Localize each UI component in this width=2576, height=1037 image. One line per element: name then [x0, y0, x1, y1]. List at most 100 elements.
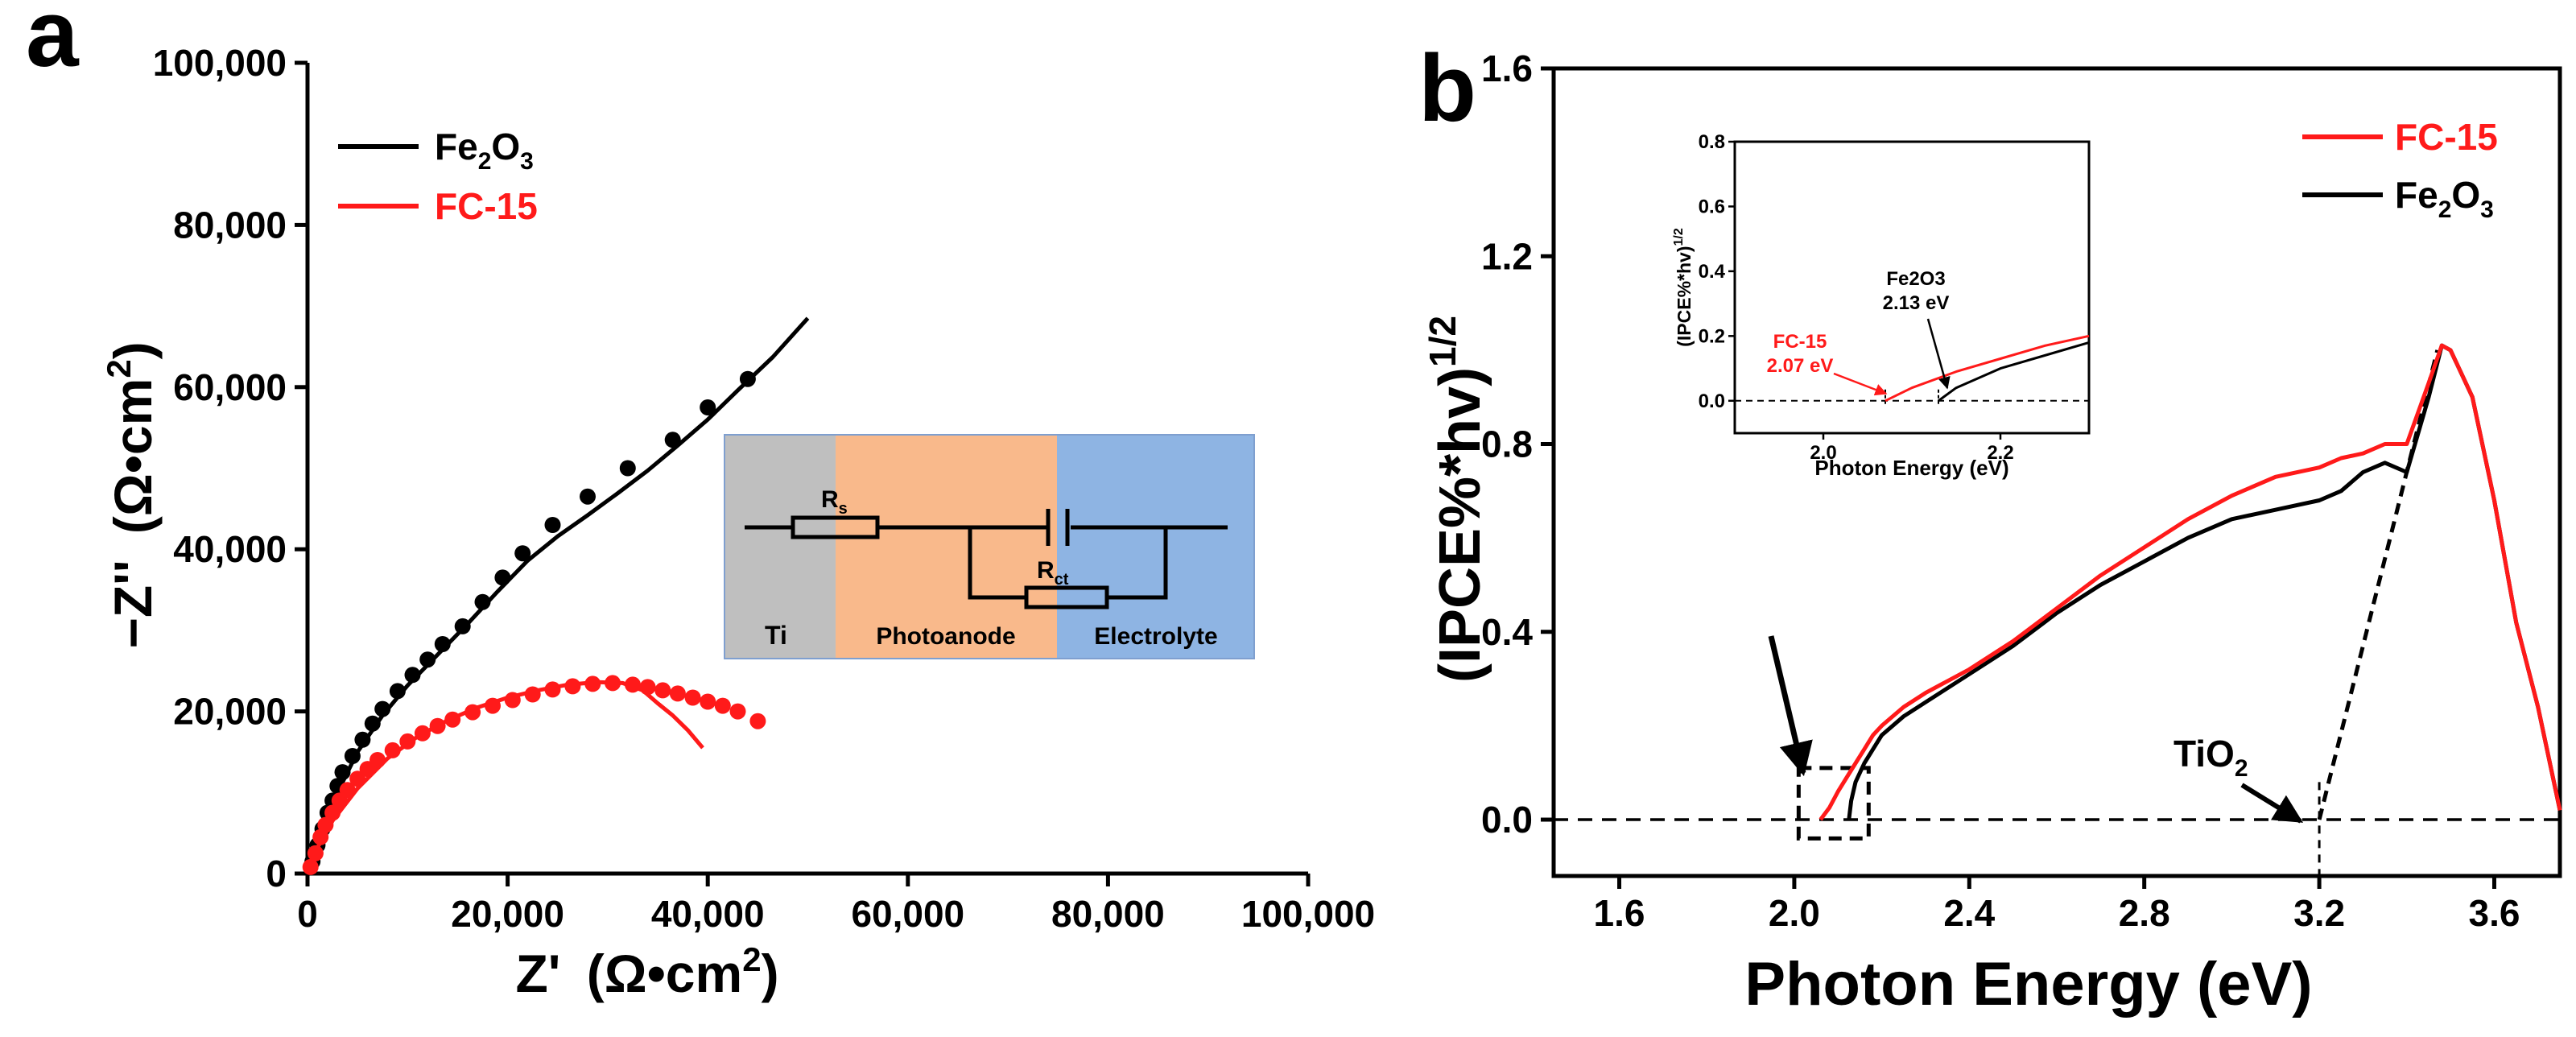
- inset-ytick-label: 0.0: [1699, 390, 1725, 412]
- legend-b-fc15-label: FC-15: [2395, 116, 2498, 158]
- panel-b-ytick-label: 1.6: [1481, 48, 1533, 89]
- inset-fe2o3-name: Fe2O3: [1886, 268, 1945, 290]
- panel-a-xtick-label: 20,000: [451, 893, 564, 935]
- panel-a-ylabel-close: ): [103, 341, 163, 359]
- inset-frame: [1733, 140, 2091, 435]
- inset-ytick-label: 0.4: [1699, 261, 1726, 283]
- panel-a-data-point-fc15: [429, 717, 446, 734]
- panel-a-ylabel-main: −Z'': [103, 560, 163, 648]
- inset-xtick-label: 2.2: [1987, 442, 2013, 464]
- inset-ytick-label: 0.8: [1699, 131, 1725, 153]
- panel-a-data-point-fc15: [485, 697, 501, 714]
- panel-a-data-point-fc15: [625, 676, 641, 693]
- panel-b-label: b: [1418, 35, 1476, 142]
- panel-a-data-point-fc15: [639, 679, 656, 696]
- panel-b-xtick-label: 2.4: [1943, 892, 1995, 934]
- resistor-rct: [1024, 585, 1109, 609]
- panel-a-data-point-fe2o3: [474, 593, 491, 610]
- panel-a-ylabel-unit: (Ω•cm: [103, 378, 163, 534]
- panel-a-data-point-fc15: [714, 697, 731, 714]
- tio2-arrow: [2240, 783, 2304, 824]
- panel-a-tick-labels: 0 20,000 40,000 60,000 80,000 100,000 0 20,000 4…: [153, 42, 1375, 935]
- panel-b-xlabel: Photon Energy (eV): [1744, 950, 2312, 1018]
- onset-arrow: [1768, 635, 1813, 777]
- panel-b-onset-box: [1796, 766, 1871, 841]
- panel-a-data-point-fc15: [584, 675, 601, 692]
- panel-a-data-point-fe2o3: [700, 399, 716, 415]
- inset-ytick-label: 0.6: [1699, 196, 1725, 217]
- circuit-text-ti: Ti: [765, 621, 787, 650]
- legend-a-fe2o3-label: Fe2O3: [435, 126, 534, 175]
- panel-a-ylabel: −Z'' (Ω•cm2): [100, 341, 163, 648]
- inset-xtick-label: 2.0: [1810, 442, 1836, 464]
- panel-a-data-point-fe2o3: [354, 731, 371, 748]
- panel-a-legend: Fe2O3 FC-15: [338, 126, 538, 227]
- panel-b-xtick-label: 2.8: [2119, 892, 2170, 934]
- panel-a-data-point-fc15: [504, 692, 521, 709]
- panel-a-data-point-fe2o3: [494, 569, 511, 586]
- panel-a-xtick-label: 80,000: [1051, 893, 1165, 935]
- panel-a-data-point-fe2o3: [544, 517, 561, 533]
- inset-background: [1735, 142, 2089, 433]
- panel-a-xlabel-unit: (Ω•cm: [587, 944, 742, 1003]
- panel-a-data-point-fc15: [339, 782, 356, 799]
- panel-b-guides: [1554, 349, 2560, 876]
- tio2-annotation: TiO2: [2174, 733, 2248, 782]
- panel-a-ytick-label: 40,000: [173, 528, 287, 570]
- panel-a-series: [302, 316, 810, 875]
- legend-a-fc15-label: FC-15: [435, 185, 538, 227]
- panel-b-tick-labels: 1.6 2.0 2.4 2.8 3.2 3.6 0.0 0.4 0.8 1.2 1.6: [1481, 48, 2520, 934]
- panel-a: a −Z'' (Ω•cm2) Z' (Ω•cm2) 0 20,000 40,000 6…: [26, 0, 1375, 1003]
- inset-fc15-name: FC-15: [1773, 331, 1827, 353]
- panel-a-data-point-fc15: [444, 711, 461, 728]
- inset-ticks: [1728, 140, 2002, 440]
- circuit-region-ti: [724, 435, 836, 659]
- panel-b-xtick-label: 3.6: [2469, 892, 2520, 934]
- panel-a-data-point-fe2o3: [454, 618, 471, 634]
- inset-ylabel: (IPCE%*hv)1/2: [1672, 228, 1695, 347]
- panel-a-data-point-fc15: [384, 742, 401, 758]
- panel-a-ticks: [295, 60, 1311, 886]
- panel-b-xtick-label: 2.0: [1769, 892, 1820, 934]
- panel-b-inset: 2.0 2.2 0.0 0.2 0.4 0.6 0.8 (IPCE%*hv)1/2 Phot…: [1672, 131, 2091, 480]
- panel-a-data-point-fc15: [399, 733, 416, 750]
- circuit-diagram: Rs Rct Ti Photoanode Electrolyte: [724, 434, 1255, 659]
- panel-a-data-point-fe2o3: [434, 636, 451, 652]
- panel-a-data-point-fe2o3: [739, 370, 756, 387]
- panel-a-data-point-fc15: [307, 845, 324, 861]
- panel-a-data-point-fc15: [564, 678, 581, 695]
- inset-fe2o3-arrow: [1926, 318, 1951, 390]
- panel-b-ticks: [1541, 66, 2496, 889]
- panel-a-data-point-fc15: [324, 804, 341, 821]
- panel-a-xtick-label: 40,000: [651, 893, 765, 935]
- panel-a-data-point-fc15: [684, 689, 701, 706]
- inset-tick-labels: 2.0 2.2 0.0 0.2 0.4 0.6 0.8: [1699, 131, 2014, 464]
- panel-a-data-point-fc15: [302, 858, 319, 875]
- panel-a-xtick-label: 0: [297, 893, 318, 935]
- panel-a-data-point-fc15: [524, 686, 541, 703]
- panel-a-data-point-fc15: [464, 704, 481, 721]
- inset-xlabel: Photon Energy (eV): [1814, 456, 2008, 480]
- panel-a-ytick-label: 100,000: [153, 42, 287, 84]
- panel-b-legend: FC-15 Fe2O3: [2302, 116, 2498, 223]
- panel-a-ylabel-sup: 2: [100, 359, 138, 378]
- panel-a-data-point-fc15: [669, 685, 686, 702]
- panel-a-xlabel-main: Z': [515, 944, 560, 1003]
- inset-series: [1885, 334, 2090, 403]
- panel-b-tio2-tangent: [2317, 349, 2440, 820]
- inset-line-fc15: [1885, 334, 2090, 403]
- panel-a-data-point-fc15: [544, 681, 561, 698]
- panel-b-ylabel: (IPCE%*hv)1/2: [1422, 316, 1492, 683]
- circuit-text-electrolyte: Electrolyte: [1094, 623, 1217, 650]
- panel-b-xtick-label: 3.2: [2293, 892, 2345, 934]
- inset-fc15-value: 2.07 eV: [1767, 355, 1834, 377]
- panel-a-data-point-fc15: [605, 675, 621, 692]
- panel-a-xtick-label: 100,000: [1241, 893, 1375, 935]
- circuit-border: [724, 434, 1255, 659]
- panel-a-data-point-fc15: [369, 752, 386, 768]
- panel-a-ytick-label: 20,000: [173, 691, 287, 733]
- panel-a-data-point-fc15: [749, 713, 766, 729]
- panel-a-ytick-label: 60,000: [173, 366, 287, 408]
- panel-b-frame: [1551, 66, 2562, 878]
- panel-a-data-point-fe2o3: [389, 683, 406, 700]
